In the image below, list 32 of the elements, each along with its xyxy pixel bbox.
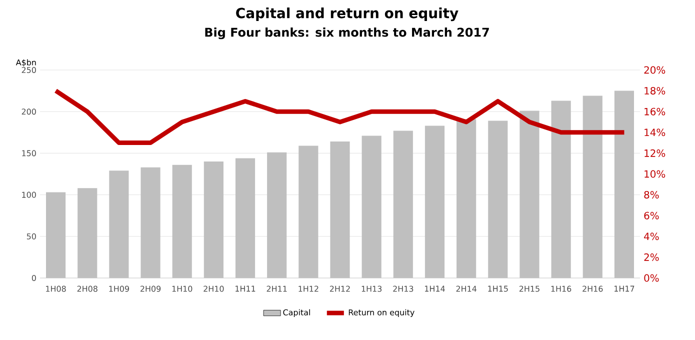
bar [172, 164, 192, 278]
bar [109, 170, 129, 278]
bar [78, 188, 98, 278]
chart-title: Capital and return on equity [236, 8, 458, 22]
y2-tick-label: 18% [644, 87, 666, 95]
y2-tick-label: 4% [644, 232, 659, 240]
bar [298, 146, 318, 278]
bar [330, 142, 350, 278]
bar [614, 90, 634, 278]
bar [235, 158, 256, 278]
y2-tick-label: 16% [644, 108, 666, 116]
bar [424, 126, 445, 278]
bar [140, 167, 160, 278]
y2-tick-label: 0% [644, 274, 659, 282]
chart-subtitle: Big Four banks: six months to March 2017 [205, 28, 489, 40]
bar [582, 96, 602, 278]
bar [393, 130, 413, 278]
bar [551, 100, 571, 278]
bar [520, 110, 540, 278]
y2-tick-label: 12% [644, 149, 666, 157]
y2-tick-label: 6% [644, 212, 659, 220]
y2-tick-label: 20% [644, 66, 666, 74]
bar [267, 152, 287, 278]
bar [46, 192, 66, 278]
bar [488, 120, 508, 278]
bar [204, 162, 224, 278]
y2-tick-label: 14% [644, 128, 666, 136]
bar [456, 119, 476, 278]
y2-tick-label: 10% [644, 170, 666, 178]
y2-tick-label: 8% [644, 191, 659, 199]
y2-tick-label: 2% [644, 253, 659, 261]
bar [362, 136, 382, 278]
